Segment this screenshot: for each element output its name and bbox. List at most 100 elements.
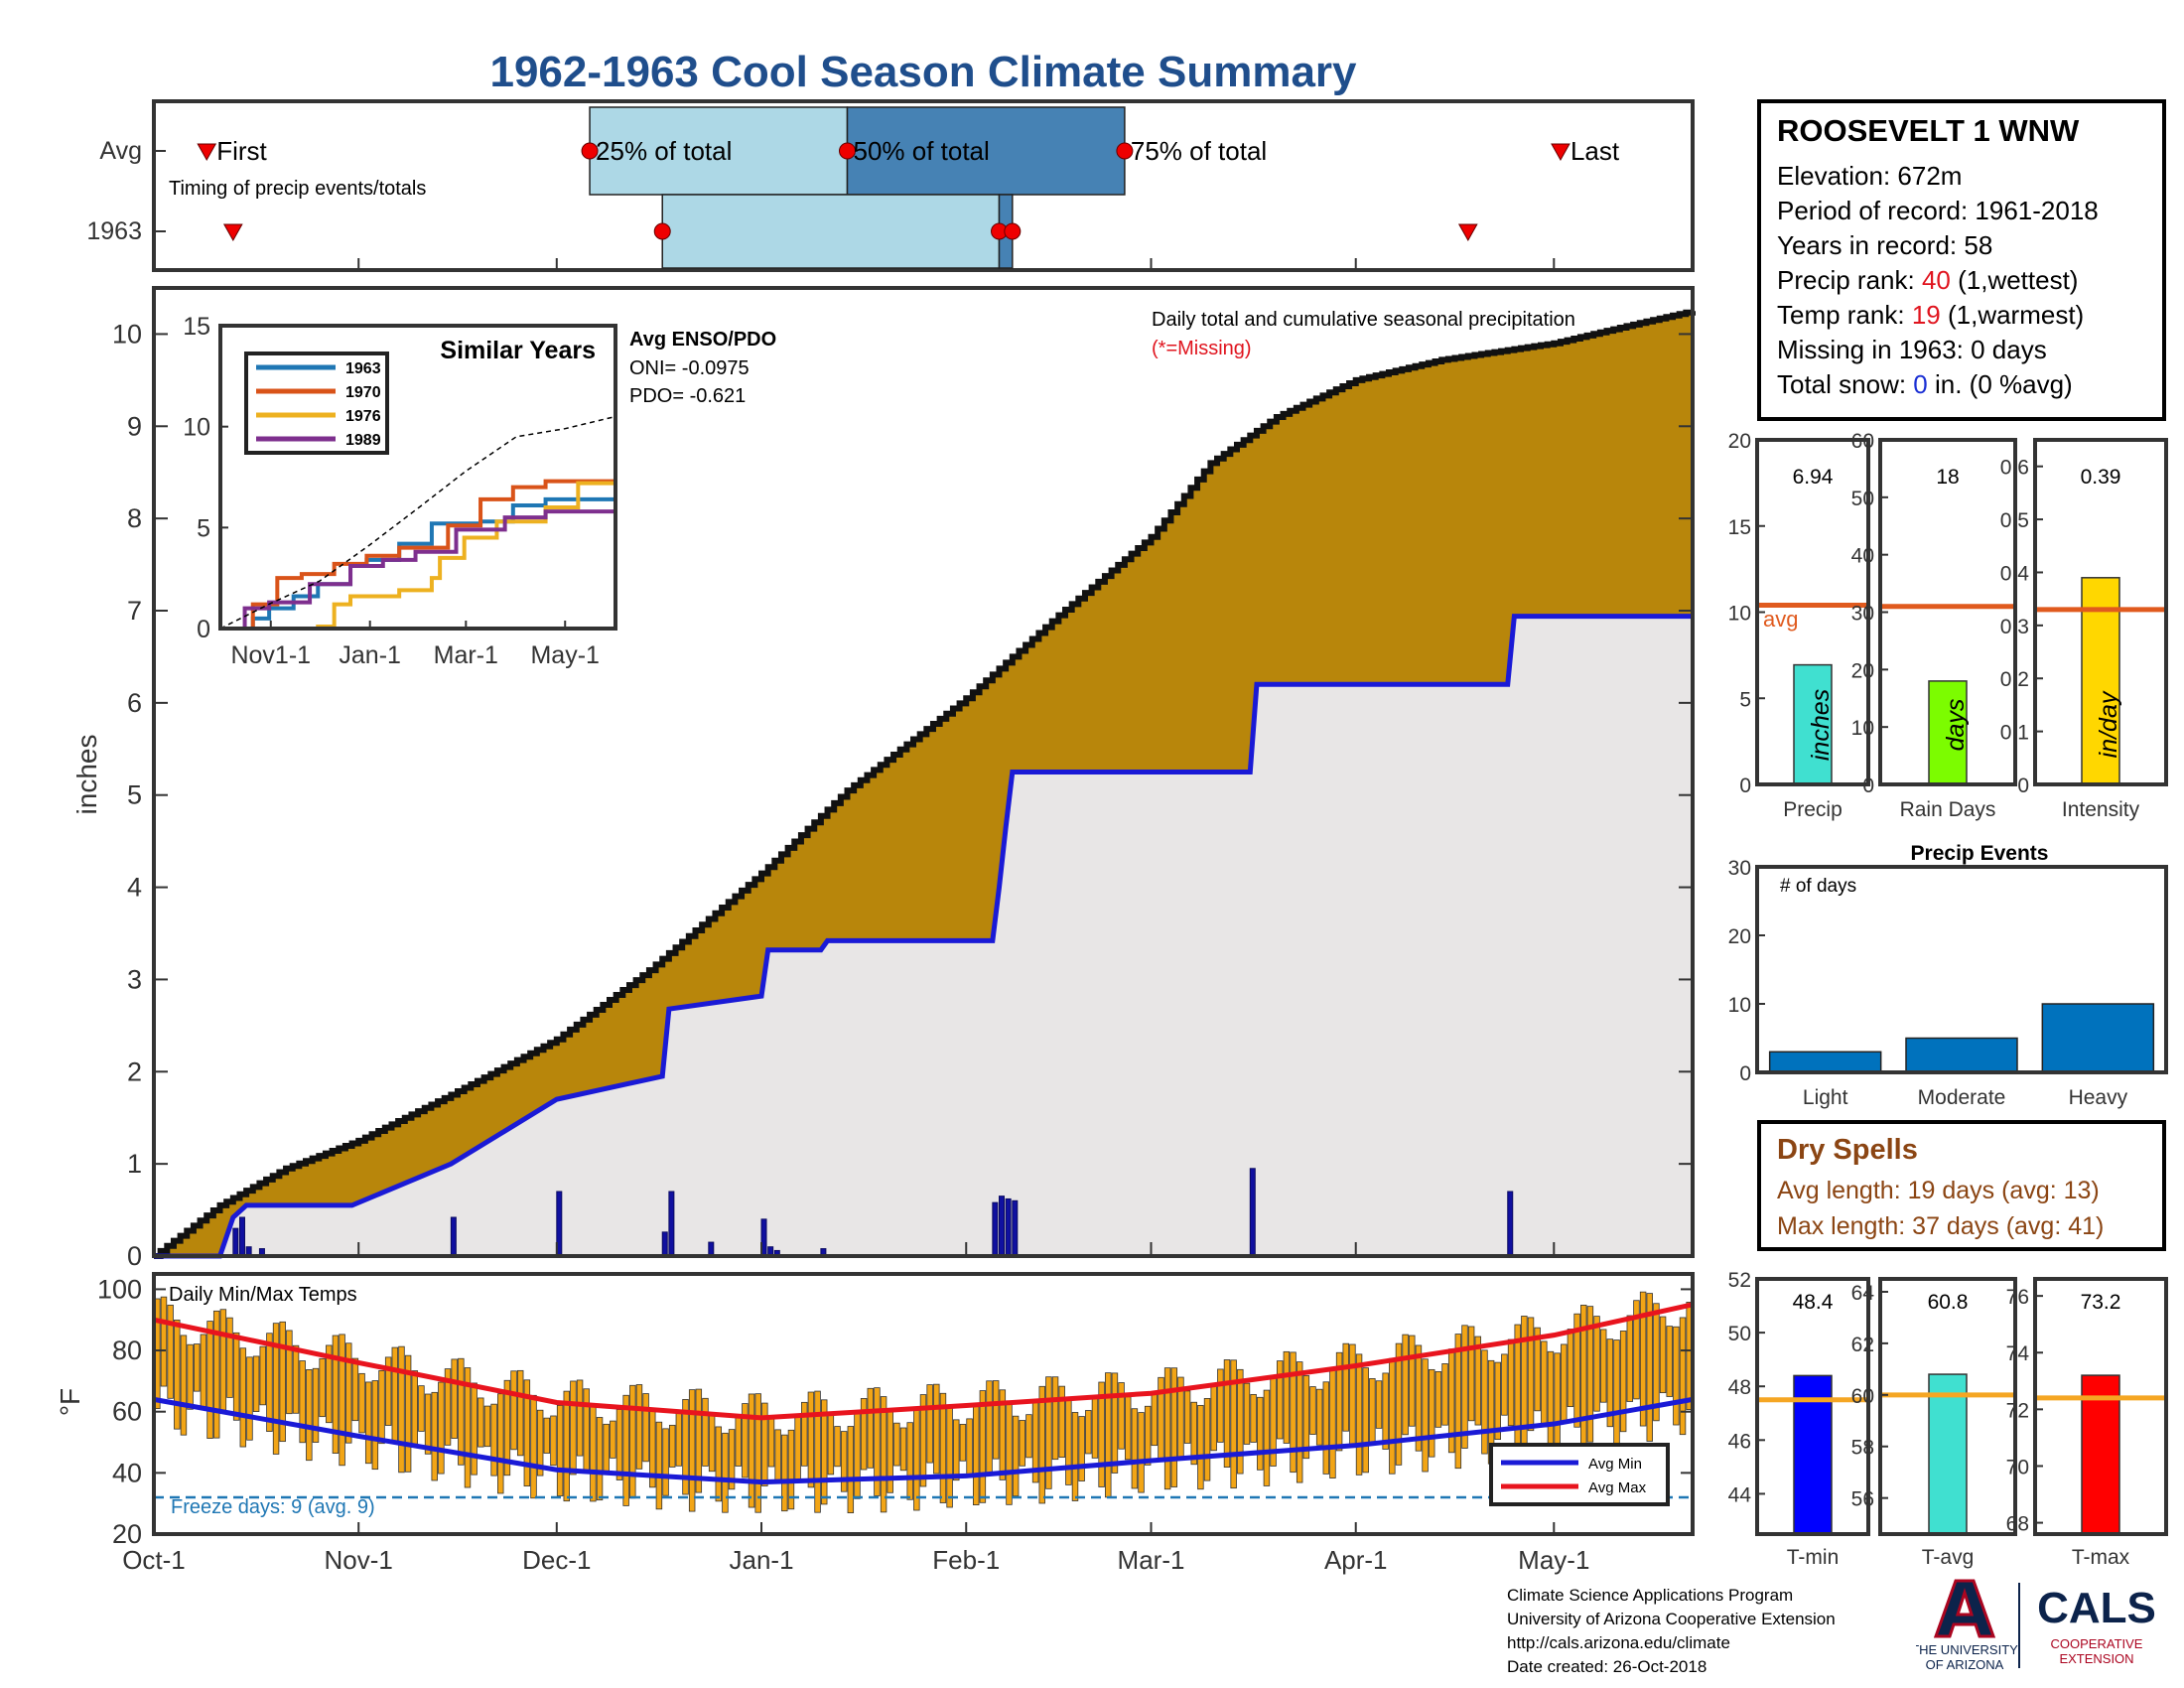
precip-y-tick-label: 7 (127, 596, 142, 626)
station-period: Period of record: 1961-2018 (1777, 196, 2099, 225)
timing-label-25: 25% of total (596, 136, 732, 166)
daily-temp-bar (847, 1426, 855, 1514)
daily-temp-bar (1633, 1300, 1640, 1400)
daily-temp-bar (966, 1418, 973, 1478)
precip-summary-bar-0 (1793, 663, 1833, 785)
daily-temp-bar (874, 1387, 881, 1496)
precip-summary-avg-label: avg (1763, 607, 1798, 632)
credits-link[interactable]: http://cals.arizona.edu/climate (1507, 1633, 1730, 1652)
daily-temp-bar (1626, 1315, 1634, 1402)
temp-legend-label-min: Avg Min (1588, 1456, 1642, 1473)
similar-years-x-tick-label: Nov1-1 (230, 641, 311, 669)
daily-temp-bar (1283, 1350, 1291, 1444)
daily-temp-bar (1025, 1414, 1032, 1459)
dry-spells-avg: Avg length: 19 days (avg: 13) (1777, 1177, 2100, 1204)
temp-summary-y-tick-label: 70 (2006, 1456, 2029, 1478)
daily-precip-bar (1012, 1199, 1019, 1257)
daily-temp-bar (854, 1413, 861, 1499)
ua-logo-text-2: OF ARIZONA (1926, 1657, 2004, 1672)
precip-summary-value-2: 0.39 (2081, 466, 2121, 489)
daily-temp-bar (490, 1403, 497, 1477)
daily-temp-bar (596, 1417, 604, 1501)
daily-temp-bar (1111, 1372, 1119, 1474)
precip-summary-y-tick-label: 0 (1862, 774, 1874, 797)
daily-temp-bar (953, 1419, 960, 1481)
precip-summary-category-1: Rain Days (1900, 798, 1996, 821)
temp-summary-value-2: 73.2 (2081, 1291, 2121, 1314)
daily-temp-bar (1527, 1317, 1535, 1432)
dry-spells-heading: Dry Spells (1777, 1134, 1918, 1166)
temp-summary-bar-1 (1928, 1373, 1968, 1535)
precip-summary-unit-1: days (1942, 699, 1970, 752)
precip-summary-y-tick-label: 0.1 (2000, 722, 2029, 745)
enso-pdo: PDO= -0.621 (629, 385, 746, 407)
daily-temp-bar (266, 1333, 273, 1432)
daily-temp-bar (1296, 1361, 1303, 1483)
station-name: ROOSEVELT 1 WNW (1777, 113, 2080, 148)
timing-label-first: First (216, 136, 267, 166)
snow-label: Total snow: (1777, 369, 1914, 399)
daily-temp-bar (629, 1384, 636, 1499)
daily-temp-bar (1038, 1385, 1045, 1504)
daily-temp-bar (1422, 1358, 1429, 1473)
daily-temp-bar (1257, 1396, 1264, 1471)
temp-summary-y-tick-label: 74 (2006, 1342, 2030, 1365)
enso-title: Avg ENSO/PDO (629, 329, 776, 351)
daily-temp-bar (1263, 1389, 1271, 1486)
precip-summary-category-2: Intensity (2062, 798, 2140, 821)
daily-temp-bar (180, 1335, 188, 1436)
daily-temp-bar (411, 1370, 418, 1445)
daily-temp-bar (1646, 1293, 1653, 1442)
daily-temp-bar (1561, 1343, 1568, 1423)
dry-spells-box: Dry Spells Avg length: 19 days (avg: 13)… (1757, 1120, 2166, 1251)
daily-temp-bar (702, 1397, 709, 1467)
temp-plot-frame (152, 1272, 1695, 1536)
daily-temp-bar (391, 1346, 399, 1444)
daily-temp-bar (259, 1345, 266, 1406)
daily-temp-bar (345, 1342, 352, 1444)
precip-summary-y-tick-label: 15 (1728, 516, 1751, 539)
daily-temp-bar (695, 1388, 703, 1493)
daily-temp-bar (272, 1323, 280, 1455)
freeze-days-label: Freeze days: 9 (avg. 9) (171, 1496, 375, 1518)
temp-summary-frame-2 (2033, 1277, 2168, 1536)
daily-precip-bar (708, 1241, 715, 1257)
university-of-arizona-logo: THE UNIVERSITY OF ARIZONA (1916, 1579, 2018, 1672)
daily-temp-bar (503, 1379, 511, 1477)
precip-summary-y-tick-label: 0.4 (2000, 562, 2030, 585)
similar-years-legend-label: 1963 (345, 360, 381, 377)
season-cumulative-area (154, 616, 1693, 1256)
precip-events-y-tick-label: 30 (1728, 857, 1751, 880)
dry-spells-max: Max length: 37 days (avg: 41) (1777, 1212, 2105, 1240)
similar-years-legend-label: 1970 (345, 384, 381, 401)
timing-avg-box-upper (846, 106, 1126, 196)
daily-temp-bar (464, 1367, 472, 1488)
daily-temp-bar (979, 1390, 987, 1503)
daily-temp-bar (160, 1296, 168, 1387)
daily-temp-bar (590, 1403, 597, 1502)
daily-temp-bar (371, 1380, 379, 1471)
daily-temp-bar (774, 1429, 781, 1484)
daily-temp-bar (1554, 1352, 1561, 1453)
daily-temp-bar (1395, 1342, 1403, 1466)
timing-1963-triangle-first (222, 223, 243, 242)
similar-years-x-tick-label: Jan-1 (339, 641, 401, 669)
daily-temp-bar (570, 1380, 577, 1476)
daily-temp-bar (899, 1427, 907, 1472)
cals-logo-sub-1: COOPERATIVE (2051, 1636, 2143, 1651)
daily-temp-bar (1573, 1313, 1580, 1428)
page-title: 1962-1963 Cool Season Climate Summary (489, 48, 1357, 96)
daily-temp-bar (1223, 1359, 1231, 1468)
daily-temp-bar (1243, 1382, 1251, 1445)
daily-temp-bar (1613, 1339, 1620, 1448)
daily-temp-bar (1131, 1408, 1139, 1489)
daily-temp-bar (603, 1423, 610, 1473)
station-info-box: ROOSEVELT 1 WNW Elevation: 672m Period o… (1757, 99, 2166, 421)
daily-temp-bar (332, 1335, 340, 1454)
missing-days: Missing in 1963: 0 days (1777, 335, 2047, 364)
temp-legend-box (1489, 1443, 1670, 1506)
daily-temp-bar (364, 1381, 372, 1465)
logos: THE UNIVERSITY OF ARIZONA CALS COOPERATI… (1916, 1579, 2156, 1672)
daily-temp-bar (906, 1422, 913, 1500)
daily-temp-bar (1124, 1396, 1132, 1461)
